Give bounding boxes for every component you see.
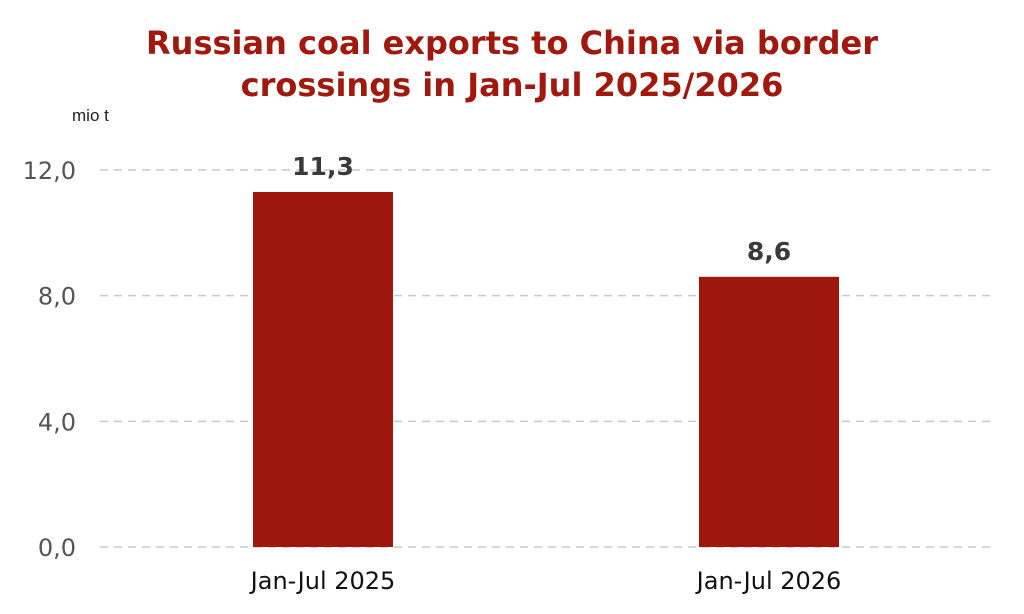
bar-1 — [699, 276, 839, 547]
y-tick-label-1: 4,0 — [38, 408, 76, 436]
y-tick-label-2: 8,0 — [38, 283, 76, 311]
chart-title: Russian coal exports to China via border… — [0, 22, 1024, 106]
x-category-label-1: Jan-Jul 2026 — [695, 567, 842, 595]
chart-title-line-2: crossings in Jan-Jul 2025/2026 — [240, 66, 784, 104]
y-axis-unit-label: mio t — [72, 106, 109, 125]
bar-0 — [253, 191, 393, 547]
x-category-label-0: Jan-Jul 2025 — [249, 567, 396, 595]
data-label-0: 11,3 — [292, 152, 354, 181]
y-tick-label-0: 0,0 — [38, 534, 76, 562]
y-tick-label-3: 12,0 — [23, 157, 76, 185]
chart-title-line-1: Russian coal exports to China via border — [146, 24, 878, 62]
data-label-1: 8,6 — [747, 237, 791, 266]
